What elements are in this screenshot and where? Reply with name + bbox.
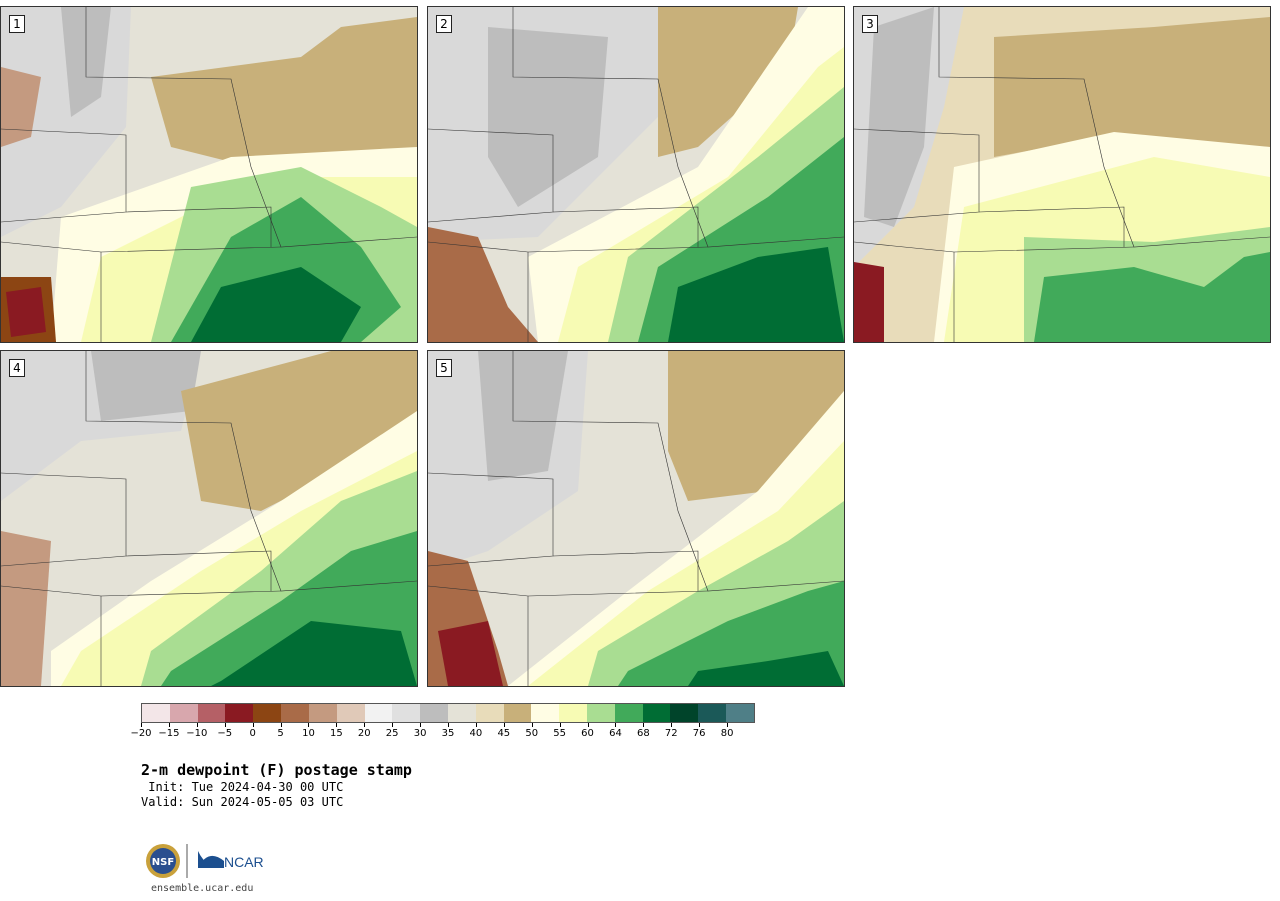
- colorbar-swatch: [503, 704, 532, 722]
- stamp-panel-3: 3: [853, 6, 1271, 343]
- colorbar-swatch: [336, 704, 365, 722]
- colorbar-swatch: [726, 704, 754, 722]
- colorbar-swatch: [670, 704, 699, 722]
- panel-number: 3: [862, 15, 878, 33]
- stamp-panel-1: 1: [0, 6, 418, 343]
- colorbar-tick: [280, 723, 282, 727]
- colorbar-tick-label: 30: [413, 728, 427, 739]
- colorbar-swatch: [364, 704, 393, 722]
- colorbar-tick-label: 0: [249, 728, 256, 739]
- colorbar-swatch: [253, 704, 282, 722]
- colorbar-swatch: [169, 704, 198, 722]
- colorbar-tick-label: −5: [217, 728, 233, 739]
- colorbar-tick: [336, 723, 338, 727]
- dewpoint-map-5: [428, 351, 844, 686]
- colorbar-swatch: [420, 704, 448, 722]
- colorbar-tick-label: 40: [469, 728, 483, 739]
- colorbar-swatch: [531, 704, 560, 722]
- colorbar-swatch: [698, 704, 727, 722]
- colorbar-tick: [727, 723, 729, 727]
- stamp-panel-2: 2: [427, 6, 845, 343]
- colorbar-tick-label: 76: [692, 728, 706, 739]
- colorbar-tick: [615, 723, 617, 727]
- colorbar-tick-label: 5: [277, 728, 284, 739]
- colorbar-swatch: [587, 704, 615, 722]
- colorbar-swatch: [447, 704, 476, 722]
- colorbar-swatch: [642, 704, 671, 722]
- valid-time: Valid: Sun 2024-05-05 03 UTC: [141, 795, 344, 809]
- colorbar-tick: [475, 723, 477, 727]
- colorbar-swatch: [197, 704, 226, 722]
- colorbar-tick: [141, 723, 142, 727]
- colorbar-tick: [671, 723, 673, 727]
- colorbar-tick-label: 80: [720, 728, 734, 739]
- colorbar-tick: [420, 723, 422, 727]
- colorbar-tick: [503, 723, 505, 727]
- panel-number: 5: [436, 359, 452, 377]
- colorbar-tick-label: −10: [186, 728, 208, 739]
- colorbar-tick-label: 72: [664, 728, 678, 739]
- colorbar-swatch: [614, 704, 643, 722]
- colorbar-tick: [643, 723, 645, 727]
- colorbar-tick: [392, 723, 394, 727]
- colorbar-tick-label: 45: [497, 728, 511, 739]
- colorbar-tick-label: 10: [302, 728, 315, 739]
- colorbar-tick: [448, 723, 449, 727]
- colorbar-tick-label: 20: [357, 728, 371, 739]
- colorbar-swatch: [142, 704, 170, 722]
- colorbar-swatch: [308, 704, 337, 722]
- colorbar-tick-label: 64: [609, 728, 622, 739]
- stamp-panel-5: 5: [427, 350, 845, 687]
- website-link[interactable]: ensemble.ucar.edu: [151, 883, 254, 894]
- plot-title: 2-m dewpoint (F) postage stamp: [141, 761, 412, 779]
- colorbar-tick: [364, 723, 366, 727]
- colorbar-tick-label: 35: [441, 728, 455, 739]
- stamp-panel-4: 4: [0, 350, 418, 687]
- colorbar: [141, 703, 755, 723]
- colorbar-swatch: [281, 704, 309, 722]
- colorbar-tick: [559, 723, 561, 727]
- colorbar-tick: [531, 723, 533, 727]
- colorbar-swatch: [475, 704, 504, 722]
- colorbar-tick-label: −15: [158, 728, 180, 739]
- colorbar-tick: [699, 723, 701, 727]
- panel-number: 2: [436, 15, 452, 33]
- colorbar-tick: [252, 723, 254, 727]
- nsf-logo-icon: NSF: [146, 844, 180, 878]
- dewpoint-map-1: [1, 7, 417, 342]
- colorbar-tick: [196, 723, 198, 727]
- colorbar-tick-label: 25: [385, 728, 399, 739]
- colorbar-tick-label: 60: [581, 728, 594, 739]
- colorbar-ticks: −20 −15 −10 −5 0 5 10 15 20 25 30 35 40 45 50 55 60 64 68 7…: [130, 723, 755, 743]
- colorbar-tick: [224, 723, 226, 727]
- dewpoint-map-2: [428, 7, 844, 342]
- colorbar-tick-label: 68: [636, 728, 650, 739]
- dewpoint-map-3: [854, 7, 1270, 342]
- dewpoint-map-4: [1, 351, 417, 686]
- colorbar-tick-label: 15: [329, 728, 343, 739]
- colorbar-swatch: [392, 704, 421, 722]
- colorbar-tick: [308, 723, 310, 727]
- colorbar-tick: [168, 723, 170, 727]
- nsf-ncar-logos: NSF NCAR: [146, 844, 264, 878]
- colorbar-swatch: [225, 704, 254, 722]
- panel-number: 4: [9, 359, 25, 377]
- panel-number: 1: [9, 15, 25, 33]
- colorbar-swatch: [559, 704, 587, 722]
- svg-text:NSF: NSF: [152, 857, 174, 868]
- colorbar-tick-label: 55: [553, 728, 566, 739]
- colorbar-tick-label: −20: [130, 728, 152, 739]
- init-time: Init: Tue 2024-04-30 00 UTC: [141, 780, 344, 794]
- colorbar-tick: [587, 723, 589, 727]
- colorbar-tick-label: 50: [525, 728, 539, 739]
- ncar-logo-icon: NCAR: [198, 851, 264, 870]
- svg-text:NCAR: NCAR: [224, 854, 264, 870]
